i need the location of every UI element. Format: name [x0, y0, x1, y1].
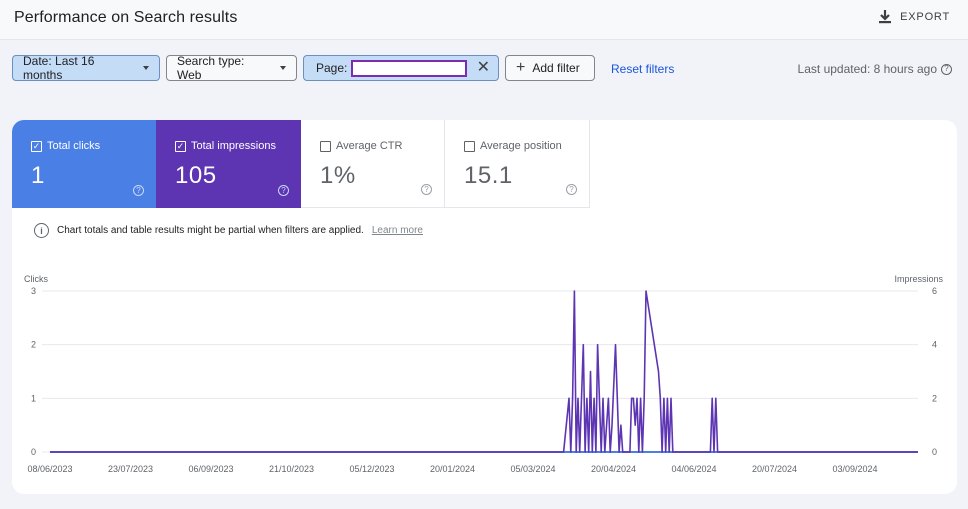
- x-tick-label: 06/09/2023: [188, 464, 233, 474]
- performance-chart: Clicks Impressions 3 6 2 4 1 2 0 0 08/06/2023 23/07…: [24, 274, 944, 474]
- metric-value: 1: [31, 162, 45, 189]
- date-filter-label: Date: Last 16 months: [23, 54, 95, 82]
- x-tick-label: 08/06/2023: [27, 464, 72, 474]
- learn-more-link[interactable]: Learn more: [371, 225, 423, 236]
- help-icon[interactable]: ?: [941, 63, 952, 75]
- y-tick-label-right: 0: [932, 447, 937, 457]
- metric-label: Average CTR: [336, 140, 403, 152]
- checkbox-icon[interactable]: [464, 140, 475, 152]
- metric-label: Total clicks: [47, 140, 101, 152]
- date-filter-chip[interactable]: Date: Last 16 months: [12, 54, 160, 82]
- x-tick-label: 04/06/2024: [671, 464, 716, 474]
- performance-card: ✓ Total clicks 1 ? ✓ Total impressions 105…: [12, 120, 957, 494]
- y-tick-label-right: 6: [932, 286, 937, 296]
- help-icon[interactable]: ?: [133, 185, 144, 196]
- page-header: Performance on Search results EXPORT: [0, 0, 968, 40]
- left-axis-label: Clicks: [24, 274, 48, 284]
- x-tick-label: 05/12/2023: [349, 464, 394, 474]
- page-title: Performance on Search results: [14, 9, 238, 26]
- help-icon[interactable]: ?: [566, 184, 577, 195]
- export-label: EXPORT: [900, 10, 950, 23]
- x-tick-label: 20/04/2024: [591, 464, 636, 474]
- page-filter-chip[interactable]: Page: ✕: [303, 55, 499, 81]
- x-tick-label: 21/10/2023: [269, 464, 314, 474]
- checkbox-checked-icon[interactable]: ✓: [175, 140, 186, 152]
- help-icon[interactable]: ?: [421, 184, 432, 195]
- reset-filters-link[interactable]: Reset filters: [611, 62, 675, 76]
- metric-average-position[interactable]: Average position 15.1 ?: [445, 120, 590, 208]
- add-filter-button[interactable]: + Add filter: [505, 55, 595, 81]
- metric-total-impressions[interactable]: ✓ Total impressions 105 ?: [156, 120, 301, 208]
- x-tick-label: 23/07/2023: [108, 464, 153, 474]
- chevron-down-icon: [280, 66, 286, 70]
- metric-total-clicks[interactable]: ✓ Total clicks 1 ?: [12, 120, 156, 208]
- help-icon[interactable]: ?: [278, 185, 289, 196]
- metric-label: Total impressions: [191, 140, 276, 152]
- filter-bar: Date: Last 16 months Search type: Web Pa…: [0, 40, 968, 96]
- partial-results-notice: i Chart totals and table results might b…: [34, 223, 423, 238]
- export-button[interactable]: EXPORT: [878, 9, 950, 24]
- metric-label: Average position: [480, 140, 562, 152]
- y-tick-label-left: 3: [31, 286, 36, 296]
- plus-icon: +: [516, 59, 526, 76]
- x-tick-label: 05/03/2024: [510, 464, 555, 474]
- page-filter-label: Page:: [316, 61, 348, 75]
- info-icon: i: [34, 223, 49, 238]
- x-tick-label: 20/07/2024: [752, 464, 797, 474]
- x-tick-label: 20/01/2024: [430, 464, 475, 474]
- download-icon: [879, 10, 892, 24]
- search-type-label: Search type: Web: [177, 54, 245, 82]
- y-tick-label-right: 4: [932, 340, 937, 350]
- right-axis-label: Impressions: [894, 274, 943, 284]
- notice-text: Chart totals and table results might be …: [57, 225, 364, 236]
- y-tick-label-left: 2: [31, 340, 36, 350]
- chevron-down-icon: [143, 66, 149, 70]
- page-filter-input[interactable]: [351, 59, 467, 77]
- search-type-chip[interactable]: Search type: Web: [166, 54, 297, 82]
- last-updated: Last updated: 8 hours ago ?: [798, 62, 952, 76]
- close-icon[interactable]: ✕: [476, 59, 490, 76]
- metric-value: 1%: [320, 162, 356, 189]
- checkbox-checked-icon[interactable]: ✓: [31, 140, 42, 152]
- checkbox-icon[interactable]: [320, 140, 331, 152]
- series-line-impressions: [50, 290, 918, 453]
- y-tick-label-right: 2: [932, 393, 937, 403]
- y-tick-label-left: 0: [31, 447, 36, 457]
- metric-value: 105: [175, 162, 217, 189]
- metric-average-ctr[interactable]: Average CTR 1% ?: [301, 120, 445, 208]
- add-filter-label: Add filter: [532, 61, 580, 75]
- x-tick-label: 03/09/2024: [832, 464, 877, 474]
- metric-value: 15.1: [464, 162, 513, 189]
- last-updated-text: Last updated: 8 hours ago: [797, 62, 937, 76]
- y-tick-label-left: 1: [31, 393, 36, 403]
